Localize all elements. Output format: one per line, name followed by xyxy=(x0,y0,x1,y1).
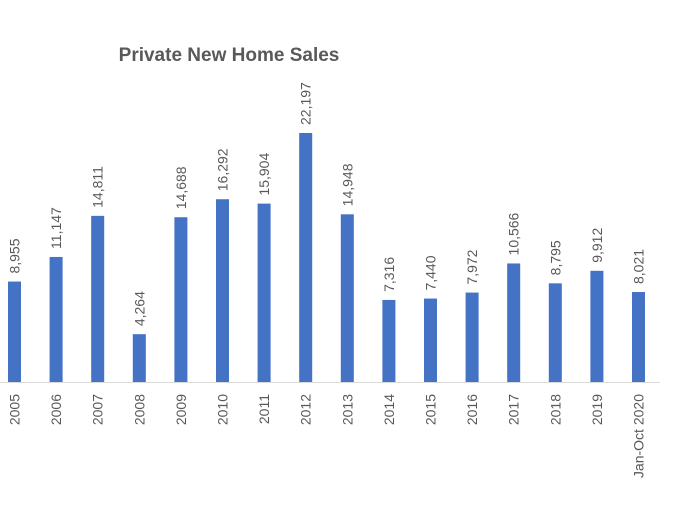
data-label: 14,948 xyxy=(339,163,355,206)
data-label: 14,688 xyxy=(173,166,189,209)
x-tick-label: 2017 xyxy=(506,394,522,425)
x-tick-label: 2015 xyxy=(423,394,439,425)
bar-2019 xyxy=(590,270,604,382)
data-label: 14,811 xyxy=(90,166,106,208)
x-tick-label: 2012 xyxy=(298,394,314,425)
data-label: 8,955 xyxy=(7,238,23,273)
bar-2016 xyxy=(465,292,479,382)
x-tick-label: 2019 xyxy=(589,394,605,425)
bar-2007 xyxy=(91,215,105,382)
data-label: 8,021 xyxy=(631,249,647,284)
data-label: 9,912 xyxy=(589,228,605,263)
bar-2009 xyxy=(174,217,188,382)
bar-2010 xyxy=(216,199,229,382)
bar-2006 xyxy=(49,256,63,382)
data-label: 22,197 xyxy=(298,82,314,125)
data-label: 4,264 xyxy=(131,291,147,326)
x-tick-label: 2010 xyxy=(215,394,231,425)
data-label: 7,316 xyxy=(381,257,397,292)
x-tick-label: 2006 xyxy=(48,394,64,425)
x-tick-label: 2007 xyxy=(90,394,106,425)
data-label: 7,440 xyxy=(423,255,439,290)
bar-2015 xyxy=(424,298,437,382)
bar-2012 xyxy=(299,133,313,382)
data-label: 10,566 xyxy=(506,212,522,255)
bar-2013 xyxy=(340,214,354,382)
data-label: 15,904 xyxy=(256,153,272,196)
x-tick-label: Jan-Oct 2020 xyxy=(631,394,647,478)
data-label: 7,972 xyxy=(464,249,480,284)
bar-Jan-Oct 2020 xyxy=(632,292,645,382)
bar-2014 xyxy=(382,299,396,382)
x-tick-label: 2011 xyxy=(256,394,272,424)
data-label: 11,147 xyxy=(48,207,64,249)
bar-2018 xyxy=(548,283,562,382)
x-tick-label: 2013 xyxy=(339,394,355,425)
x-tick-label: 2018 xyxy=(547,394,563,425)
x-tick-label: 2008 xyxy=(131,394,147,425)
chart-title: Private New Home Sales xyxy=(118,45,340,66)
data-label: 16,292 xyxy=(215,148,231,191)
data-label: 8,795 xyxy=(547,240,563,275)
bar-2017 xyxy=(507,263,521,382)
x-tick-label: 2009 xyxy=(173,394,189,425)
x-tick-label: 2016 xyxy=(464,394,480,425)
x-tick-label: 2005 xyxy=(7,394,23,425)
x-tick-label: 2014 xyxy=(381,394,397,425)
bar-2008 xyxy=(132,334,146,382)
bar-2011 xyxy=(257,203,271,382)
bar-2005 xyxy=(8,281,21,382)
